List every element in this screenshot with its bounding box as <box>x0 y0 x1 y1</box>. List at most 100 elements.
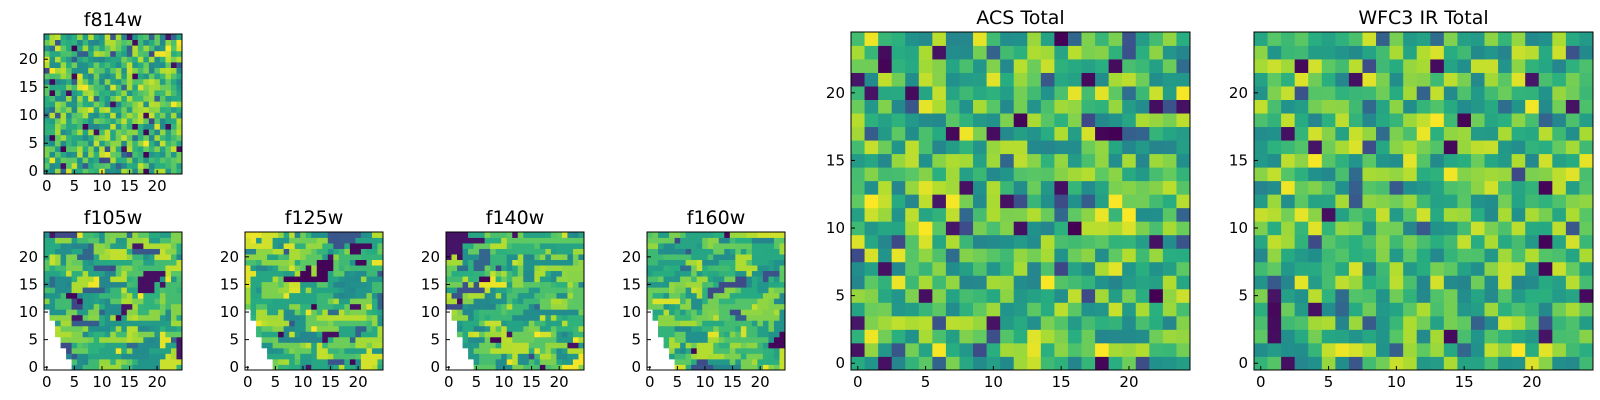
heatmap-cell <box>154 320 161 327</box>
heatmap-cell <box>349 336 356 343</box>
heatmap-cell <box>1335 248 1350 263</box>
heatmap-cell <box>132 292 139 299</box>
heatmap-cell <box>517 243 524 249</box>
heatmap-cell <box>137 309 144 316</box>
heatmap-cell <box>159 39 166 46</box>
heatmap-cell <box>550 265 557 272</box>
heatmap-cell <box>170 56 177 63</box>
heatmap-cell <box>1149 167 1164 182</box>
heatmap-cell <box>283 270 290 277</box>
heatmap-cell <box>88 118 95 124</box>
heatmap-cell <box>891 261 906 276</box>
heatmap-cell <box>1040 153 1055 168</box>
heatmap-cell <box>528 347 535 354</box>
heatmap-cell <box>905 72 920 87</box>
heatmap-cell <box>779 232 786 238</box>
heatmap-cell <box>360 353 367 360</box>
heatmap-cell <box>680 347 687 354</box>
heatmap-cell <box>1267 59 1282 73</box>
heatmap-cell <box>918 45 933 60</box>
heatmap-cell <box>1565 248 1580 263</box>
heatmap-cell <box>932 248 947 263</box>
heatmap-cell <box>1081 140 1096 155</box>
heatmap-cell <box>77 112 84 119</box>
heatmap-cell <box>1348 153 1363 168</box>
heatmap-cell <box>918 356 933 371</box>
heatmap-cell <box>267 347 273 354</box>
heatmap-cell <box>126 347 133 354</box>
heatmap-cell <box>366 342 373 349</box>
heatmap-cell <box>49 123 56 130</box>
heatmap-cell <box>751 309 758 316</box>
heatmap-cell <box>371 265 378 272</box>
heatmap-cell <box>1267 342 1282 357</box>
heatmap-cell <box>757 232 764 238</box>
heatmap-cell <box>88 292 95 299</box>
heatmap-cell <box>561 287 568 294</box>
heatmap-cell <box>1308 221 1323 236</box>
heatmap-cell <box>126 259 133 266</box>
heatmap-cell <box>1498 180 1513 195</box>
heatmap-cell <box>360 232 367 238</box>
axes-frame <box>244 231 384 371</box>
heatmap-cell <box>165 129 172 136</box>
heatmap-cell <box>891 113 906 128</box>
heatmap-cell <box>245 292 251 299</box>
heatmap-cell <box>905 261 920 276</box>
heatmap-cell <box>66 237 72 244</box>
heatmap-cell <box>60 303 67 310</box>
heatmap-cell <box>1484 72 1499 87</box>
heatmap-cell <box>44 90 50 96</box>
y-tick-label: 15 <box>220 275 239 293</box>
heatmap-cell <box>132 67 139 74</box>
heatmap-cell <box>523 309 530 316</box>
heatmap-cell <box>1362 126 1377 141</box>
heatmap-cell <box>545 347 552 354</box>
heatmap-cell <box>71 50 78 57</box>
heatmap-cell <box>143 342 150 349</box>
heatmap-cell <box>534 303 541 310</box>
heatmap-cell <box>740 232 747 238</box>
heatmap-cell <box>647 342 653 349</box>
heatmap-cell <box>294 358 301 365</box>
heatmap-cell <box>864 167 879 182</box>
heatmap-cell <box>986 194 1001 209</box>
heatmap-cell <box>126 157 133 164</box>
heatmap-cell <box>1416 72 1431 87</box>
heatmap-cell <box>154 95 161 102</box>
heatmap-cell <box>1321 86 1336 100</box>
heatmap-cell <box>864 59 879 73</box>
heatmap-cell <box>60 342 67 349</box>
heatmap-cell <box>1321 315 1336 330</box>
heatmap-cell <box>1443 261 1458 276</box>
heatmap-cell <box>60 298 67 305</box>
heatmap-cell <box>1362 153 1377 168</box>
x-tick-label: 0 <box>42 177 52 195</box>
y-tick-label: 20 <box>220 248 239 266</box>
heatmap-cell <box>724 364 731 371</box>
heatmap-cell <box>685 314 692 321</box>
heatmap-cell <box>115 112 122 119</box>
heatmap-cell <box>159 140 166 147</box>
heatmap-cell <box>484 347 491 354</box>
heatmap-cell <box>170 62 177 68</box>
heatmap-cell <box>104 140 111 147</box>
heatmap-cell <box>578 325 585 332</box>
heatmap-cell <box>93 237 100 244</box>
heatmap-cell <box>311 353 318 360</box>
heatmap-cell <box>1430 221 1445 236</box>
heatmap-cell <box>1176 342 1191 357</box>
heatmap-cell <box>1108 302 1123 317</box>
heatmap-cell <box>71 232 78 238</box>
heatmap-cell <box>360 325 367 332</box>
heatmap-cell <box>707 309 714 316</box>
heatmap-cell <box>751 298 758 305</box>
heatmap-cell <box>539 331 546 338</box>
heatmap-cell <box>1565 261 1580 276</box>
heatmap-cell <box>446 287 452 294</box>
heatmap-cell <box>1511 72 1526 87</box>
heatmap-cell <box>322 364 329 371</box>
heatmap-cell <box>473 331 480 338</box>
heatmap-cell <box>115 336 122 343</box>
heatmap-cell <box>49 265 56 272</box>
